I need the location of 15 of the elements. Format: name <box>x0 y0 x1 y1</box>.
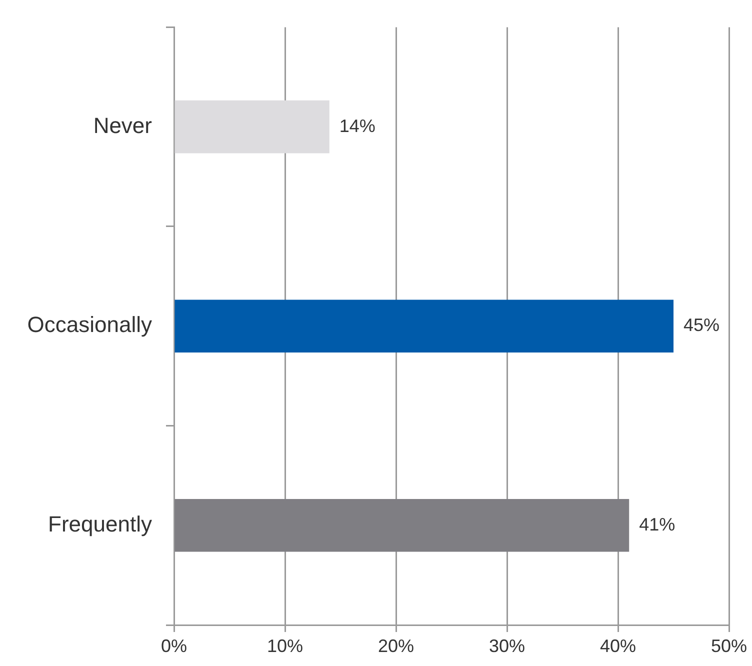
data-label: 45% <box>684 315 720 336</box>
y-tick-label: Frequently <box>48 511 152 536</box>
x-tick-label: 0% <box>160 636 188 656</box>
bar <box>174 100 330 154</box>
x-tick-label: 30% <box>488 636 526 656</box>
bar <box>174 498 630 552</box>
x-tick-label: 20% <box>378 636 414 656</box>
data-label: 41% <box>639 514 676 534</box>
x-tick-label: 50% <box>710 636 748 656</box>
bar <box>174 300 674 353</box>
x-tick-label: 10% <box>266 636 304 656</box>
y-tick-label: Never <box>93 112 152 138</box>
data-label: 14% <box>339 116 376 136</box>
x-tick-label: 40% <box>600 636 636 656</box>
y-tick-label: Occasionally <box>27 312 152 338</box>
